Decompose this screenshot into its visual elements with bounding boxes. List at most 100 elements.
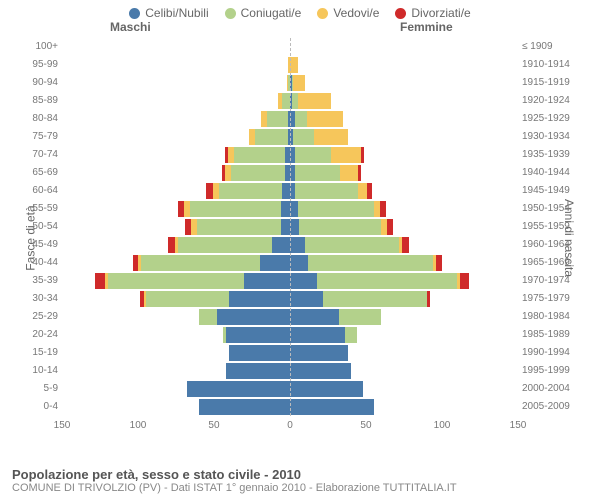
x-tick: 0: [287, 420, 293, 431]
x-tick: 150: [54, 420, 71, 431]
birth-year-tick: 1940-1944: [522, 168, 580, 178]
bar-segment: [317, 273, 457, 289]
age-tick: 60-64: [20, 186, 58, 196]
birth-year-tick: 1960-1964: [522, 240, 580, 250]
bar-segment: [290, 255, 308, 271]
bar-segment: [281, 201, 290, 217]
bar-segment: [234, 147, 286, 163]
bar-segment: [436, 255, 442, 271]
age-tick: 10-14: [20, 366, 58, 376]
bar-segment: [146, 291, 230, 307]
female-bar: [290, 363, 518, 379]
chart-footer: Popolazione per età, sesso e stato civil…: [12, 467, 457, 494]
male-bar: [62, 291, 290, 307]
male-bar: [62, 201, 290, 217]
bar-segment: [290, 219, 299, 235]
male-bar: [62, 255, 290, 271]
bar-segment: [219, 183, 283, 199]
birth-year-tick: 1985-1989: [522, 330, 580, 340]
female-bar: [290, 255, 518, 271]
birth-year-tick: 1965-1969: [522, 258, 580, 268]
legend-item: Coniugati/e: [225, 6, 302, 20]
male-bar: [62, 93, 290, 109]
female-bar: [290, 237, 518, 253]
population-pyramid: Fasce di età Anni di nascita 0-42005-200…: [20, 38, 580, 438]
male-bar: [62, 75, 290, 91]
bar-segment: [199, 399, 290, 415]
x-tick: 50: [208, 420, 219, 431]
male-bar: [62, 363, 290, 379]
x-tick: 150: [510, 420, 527, 431]
bar-segment: [298, 93, 331, 109]
female-bar: [290, 75, 518, 91]
bar-segment: [282, 183, 290, 199]
age-tick: 40-44: [20, 258, 58, 268]
bar-segment: [260, 255, 290, 271]
bar-segment: [108, 273, 245, 289]
female-bar: [290, 219, 518, 235]
bar-segment: [358, 165, 361, 181]
bar-segment: [226, 327, 290, 343]
chart-title: Popolazione per età, sesso e stato civil…: [12, 467, 457, 482]
bar-segment: [305, 237, 399, 253]
bar-segment: [290, 309, 339, 325]
bar-segment: [290, 345, 348, 361]
female-bar: [290, 111, 518, 127]
birth-year-tick: 2000-2004: [522, 384, 580, 394]
bar-segment: [267, 111, 288, 127]
female-bar: [290, 57, 518, 73]
bar-segment: [290, 57, 298, 73]
age-tick: 50-54: [20, 222, 58, 232]
bar-segment: [199, 309, 217, 325]
bar-segment: [290, 273, 317, 289]
bar-segment: [217, 309, 290, 325]
bar-segment: [197, 219, 281, 235]
age-tick: 20-24: [20, 330, 58, 340]
age-tick: 75-79: [20, 132, 58, 142]
male-bar: [62, 111, 290, 127]
legend-label: Celibi/Nubili: [145, 6, 208, 20]
bar-segment: [293, 129, 314, 145]
bar-segment: [387, 219, 393, 235]
male-bar: [62, 345, 290, 361]
birth-year-tick: 1930-1934: [522, 132, 580, 142]
birth-year-tick: 1970-1974: [522, 276, 580, 286]
bar-segment: [229, 345, 290, 361]
bar-segment: [293, 75, 305, 91]
bar-segment: [281, 219, 290, 235]
bar-segment: [340, 165, 358, 181]
bar-segment: [141, 255, 260, 271]
bar-segment: [282, 93, 290, 109]
legend-swatch: [317, 8, 328, 19]
birth-year-tick: 1945-1949: [522, 186, 580, 196]
bar-segment: [295, 165, 341, 181]
chart-subtitle: COMUNE DI TRIVOLZIO (PV) - Dati ISTAT 1°…: [12, 482, 457, 494]
bar-segment: [298, 201, 374, 217]
bar-segment: [272, 237, 290, 253]
birth-year-tick: 1925-1929: [522, 114, 580, 124]
bar-segment: [290, 363, 351, 379]
bar-segment: [255, 129, 288, 145]
age-tick: 80-84: [20, 114, 58, 124]
birth-year-tick: ≤ 1909: [522, 42, 580, 52]
age-tick: 30-34: [20, 294, 58, 304]
pyramid-rows: 0-42005-20095-92000-200410-141995-199915…: [62, 38, 518, 416]
birth-year-tick: 1910-1914: [522, 60, 580, 70]
header-male: Maschi: [110, 20, 151, 34]
female-bar: [290, 291, 518, 307]
bar-segment: [226, 363, 290, 379]
age-tick: 90-94: [20, 78, 58, 88]
legend-swatch: [129, 8, 140, 19]
bar-segment: [295, 111, 307, 127]
bar-segment: [290, 399, 374, 415]
bar-segment: [290, 201, 298, 217]
bar-segment: [190, 201, 281, 217]
x-axis: 15010050050100150: [62, 420, 518, 432]
bar-segment: [290, 291, 323, 307]
male-bar: [62, 399, 290, 415]
birth-year-tick: 1920-1924: [522, 96, 580, 106]
female-bar: [290, 129, 518, 145]
legend-label: Coniugati/e: [241, 6, 302, 20]
female-bar: [290, 183, 518, 199]
birth-year-tick: 1975-1979: [522, 294, 580, 304]
